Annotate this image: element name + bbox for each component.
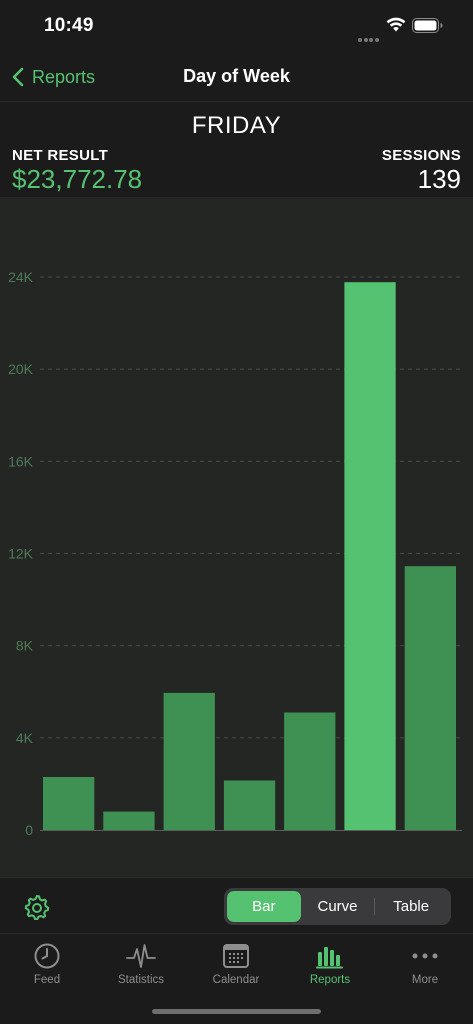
tab-bar: Feed Statistics Calendar (0, 933, 473, 1024)
sessions-label: SESSIONS (381, 147, 461, 164)
navigation-bar: Reports Day of Week (0, 52, 473, 102)
y-tick-label: 16K (8, 453, 34, 469)
chart-type-segmented-control: Bar Curve Table (224, 888, 451, 925)
net-result-value: $23,772.78 (12, 164, 143, 194)
y-tick-label: 0 (25, 822, 33, 838)
chevron-left-icon (12, 67, 24, 87)
bar-1[interactable] (103, 811, 155, 830)
tab-feed-label: Feed (33, 974, 61, 986)
y-tick-label: 4K (16, 730, 34, 746)
calendar-icon (223, 944, 249, 968)
chart-area: 0 4K 8K 12K 16K 20K 24K (0, 197, 473, 878)
bar-3[interactable] (223, 780, 276, 831)
y-tick-label: 20K (8, 361, 34, 377)
wifi-icon (386, 17, 406, 32)
tab-calendar[interactable]: Calendar (189, 940, 283, 986)
pulse-icon (126, 944, 156, 968)
more-icon (412, 953, 438, 959)
bar-2[interactable] (163, 692, 215, 830)
summary-header: FRIDAY NET RESULT $23,772.78 SESSIONS 13… (0, 102, 473, 197)
tab-more-label: More (411, 974, 439, 986)
clock-icon (34, 943, 60, 969)
tab-feed[interactable]: Feed (0, 940, 94, 986)
bar-chart: 0 4K 8K 12K 16K 20K 24K (8, 269, 462, 838)
settings-gear-icon[interactable] (24, 894, 50, 920)
chart-controls: Bar Curve Table (0, 878, 473, 933)
sessions-value: 139 (417, 164, 461, 194)
back-button[interactable]: Reports (12, 62, 95, 92)
y-tick-label: 24K (8, 269, 34, 285)
tab-more[interactable]: More (378, 940, 472, 986)
y-tick-label: 12K (8, 546, 34, 562)
status-bar: 10:49 (0, 0, 473, 52)
bar-4[interactable] (284, 712, 336, 831)
segment-bar[interactable]: Bar (227, 891, 301, 922)
home-indicator (152, 1009, 321, 1014)
tab-statistics-label: Statistics (117, 974, 164, 986)
bar-6[interactable] (404, 566, 456, 830)
tab-calendar-label: Calendar (212, 974, 260, 986)
y-tick-label: 8K (16, 638, 34, 654)
net-result-label: NET RESULT (12, 147, 109, 164)
tab-reports[interactable]: Reports (283, 940, 377, 986)
bar-chart-icon (316, 947, 343, 969)
page-title: Day of Week (183, 66, 290, 86)
cellular-signal-icon (358, 29, 380, 42)
selected-day-title: FRIDAY (191, 112, 282, 139)
segment-table[interactable]: Table (374, 891, 448, 922)
bar-0[interactable] (43, 777, 95, 830)
tab-statistics[interactable]: Statistics (94, 940, 188, 986)
battery-icon (412, 18, 443, 33)
segment-curve[interactable]: Curve (317, 898, 358, 915)
bar-5[interactable] (344, 282, 396, 830)
status-time: 10:49 (44, 15, 94, 36)
back-button-label: Reports (32, 66, 96, 87)
tab-reports-label: Reports (309, 974, 351, 986)
